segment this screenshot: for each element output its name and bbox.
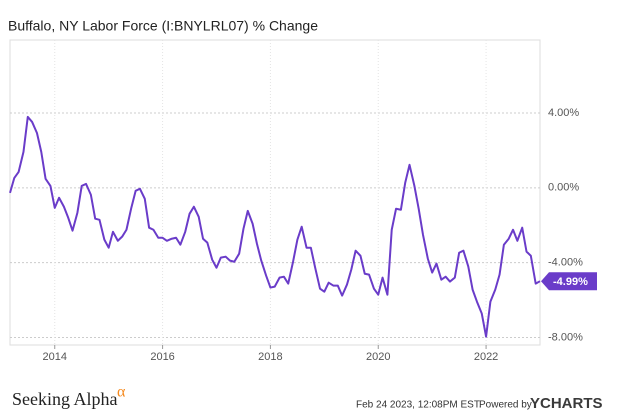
logo: Seeking Alpha [12, 389, 118, 409]
x-tick-label: 2018 [258, 351, 282, 363]
value-tag-label: -4.99% [553, 276, 588, 288]
x-tick-label: 2022 [474, 351, 498, 363]
y-tick-label: -4.00% [548, 257, 583, 269]
footer-date: Feb 24 2023, 12:08PM EST. [356, 400, 482, 411]
y-tick-label: 0.00% [548, 182, 579, 194]
value-tag [541, 272, 597, 291]
footer-powered: Powered by [479, 400, 532, 411]
x-tick-label: 2014 [43, 351, 67, 363]
y-tick-label: 4.00% [548, 107, 579, 119]
y-tick-label: -8.00% [548, 331, 583, 343]
logo-symbol: α [117, 384, 126, 401]
footer-brand: YCHARTS [530, 395, 603, 412]
x-tick-label: 2016 [150, 351, 174, 363]
chart-title: Buffalo, NY Labor Force (I:BNYLRL07) % C… [8, 18, 318, 34]
line [9, 115, 541, 338]
x-tick-label: 2020 [366, 351, 390, 363]
